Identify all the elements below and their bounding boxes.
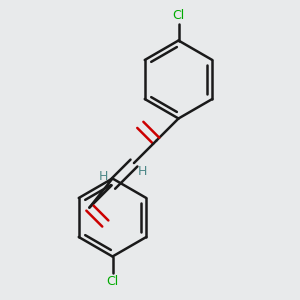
Text: H: H [138,165,147,178]
Text: H: H [98,170,108,183]
Text: Cl: Cl [172,9,184,22]
Text: Cl: Cl [106,275,119,288]
